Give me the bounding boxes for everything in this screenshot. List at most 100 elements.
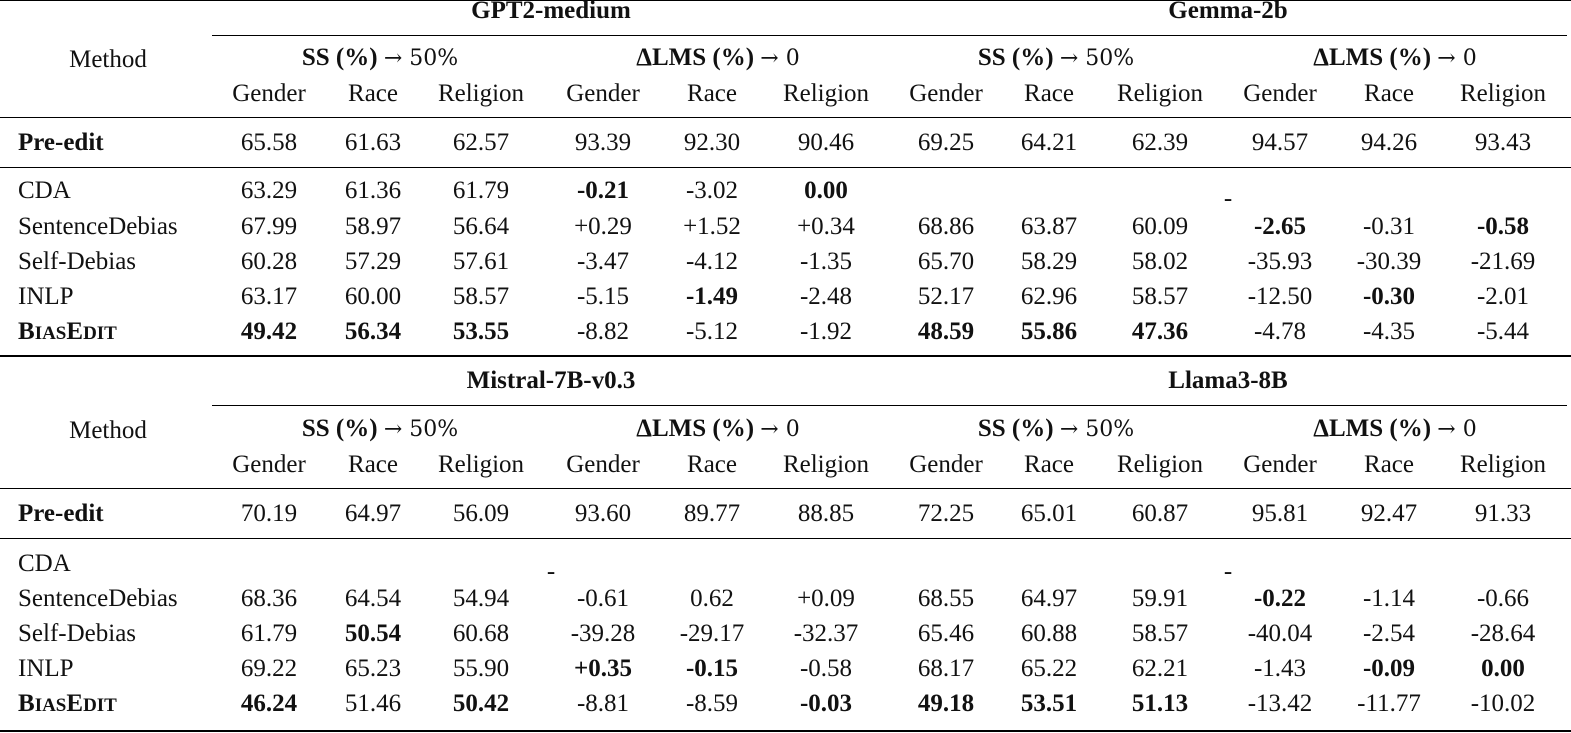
table-cell: 63.87 [1020, 213, 1078, 240]
ss-header-0: SS (%) → 50% [301, 415, 459, 442]
pre-edit-cell: 88.85 [797, 500, 855, 527]
pre-edit-cell: 90.46 [797, 129, 855, 156]
table-cell: +0.35 [574, 655, 632, 682]
bottom-rule [0, 730, 1571, 732]
table-cell: -0.66 [1476, 585, 1530, 612]
table-cell: -5.44 [1476, 318, 1530, 345]
column-header: Gender [232, 80, 306, 107]
pre-edit-cell: 62.39 [1131, 129, 1189, 156]
table-cell: -29.17 [679, 620, 745, 647]
table-cell: 48.59 [917, 318, 975, 345]
pre-edit-cell: 72.25 [917, 500, 975, 527]
table-cell: -0.61 [576, 585, 630, 612]
column-header: Gender [232, 451, 306, 478]
column-header: Religion [782, 80, 870, 107]
header-rule [0, 488, 1571, 490]
table-cell: -1.49 [685, 283, 739, 310]
column-header: Religion [437, 80, 525, 107]
table-cell: 56.34 [344, 318, 402, 345]
pre-edit-cell: 65.01 [1020, 500, 1078, 527]
header-rule [0, 117, 1571, 119]
table-cell: 60.68 [452, 620, 510, 647]
table-cell: -5.12 [685, 318, 739, 345]
table-cell: +0.29 [574, 213, 632, 240]
table-cell: 53.55 [452, 318, 510, 345]
pre-edit-cell: 95.81 [1251, 500, 1309, 527]
table-cell: 0.62 [690, 585, 734, 612]
model-title: Mistral-7B-v0.3 [466, 367, 636, 394]
table-cell: 57.61 [452, 248, 510, 275]
lms-header-1: ΔLMS (%) → 0 [1313, 44, 1477, 71]
table-cell: 58.57 [1131, 620, 1189, 647]
table-cell: 64.54 [344, 585, 402, 612]
table-cell: -32.37 [793, 620, 859, 647]
table-cell: 51.13 [1131, 690, 1189, 717]
method-label: CDA [18, 177, 71, 204]
table-cell: 60.88 [1020, 620, 1078, 647]
pre-edit-cell: 70.19 [240, 500, 298, 527]
model-title: Gemma-2b [1168, 0, 1288, 24]
table-cell: -4.35 [1362, 318, 1416, 345]
pre-edit-cell: 56.09 [452, 500, 510, 527]
column-header: Religion [782, 451, 870, 478]
method-label: Self-Debias [18, 248, 137, 275]
table-cell: 58.57 [452, 283, 510, 310]
pre-edit-cell: 89.77 [683, 500, 741, 527]
table-cell: -2.48 [799, 283, 853, 310]
table-cell: -0.21 [576, 177, 630, 204]
column-header: Race [1364, 80, 1414, 107]
table-cell: 49.18 [917, 690, 975, 717]
table-cell: 0.00 [804, 177, 848, 204]
table-cell: 60.28 [240, 248, 298, 275]
table-cell: 65.23 [344, 655, 402, 682]
table-cell: 55.90 [452, 655, 510, 682]
table-cell: -2.54 [1362, 620, 1416, 647]
method-label: SentenceDebias [18, 213, 178, 240]
table-cell: 58.57 [1131, 283, 1189, 310]
column-header: Gender [1243, 80, 1317, 107]
table-cell: 49.42 [240, 318, 298, 345]
table-cell: +0.34 [797, 213, 855, 240]
pre-edit-cell: 65.58 [240, 129, 298, 156]
table-cell: 53.51 [1020, 690, 1078, 717]
column-header: Religion [437, 451, 525, 478]
pre-edit-label: Pre-edit [18, 129, 104, 156]
table-cell: -2.01 [1476, 283, 1530, 310]
table-cell: -4.78 [1253, 318, 1307, 345]
column-header: Gender [909, 80, 983, 107]
table-cell: -0.03 [799, 690, 853, 717]
table-cell: -39.28 [570, 620, 636, 647]
pre-edit-cell: 62.57 [452, 129, 510, 156]
column-header: Race [687, 80, 737, 107]
table-cell: -1.43 [1253, 655, 1307, 682]
table-cell: 65.70 [917, 248, 975, 275]
table-cell: -8.82 [576, 318, 630, 345]
table-cell: 52.17 [917, 283, 975, 310]
table-cell: -0.09 [1362, 655, 1416, 682]
table-cell: 63.17 [240, 283, 298, 310]
table-cell: 54.94 [452, 585, 510, 612]
table-cell: -0.15 [685, 655, 739, 682]
table-cell: -0.58 [799, 655, 853, 682]
table-cell: -1.14 [1362, 585, 1416, 612]
group-underline [212, 35, 1567, 37]
table-cell: -10.02 [1470, 690, 1536, 717]
pre-edit-cell: 60.87 [1131, 500, 1189, 527]
table-cell: 65.22 [1020, 655, 1078, 682]
ss-header-1: SS (%) → 50% [977, 44, 1135, 71]
pre-edit-cell: 92.30 [683, 129, 741, 156]
table-cell: 58.97 [344, 213, 402, 240]
table-cell: 59.91 [1131, 585, 1189, 612]
pre-edit-cell: 61.63 [344, 129, 402, 156]
table-cell: -8.59 [685, 690, 739, 717]
table-cell: 61.79 [452, 177, 510, 204]
table-cell: -21.69 [1470, 248, 1536, 275]
table-cell: 0.00 [1481, 655, 1525, 682]
method-header: Method [69, 46, 147, 73]
ss-header-0: SS (%) → 50% [301, 44, 459, 71]
table-cell: 68.86 [917, 213, 975, 240]
table-cell: -40.04 [1247, 620, 1313, 647]
table-cell: 67.99 [240, 213, 298, 240]
column-header: Gender [909, 451, 983, 478]
method-header: Method [69, 417, 147, 444]
